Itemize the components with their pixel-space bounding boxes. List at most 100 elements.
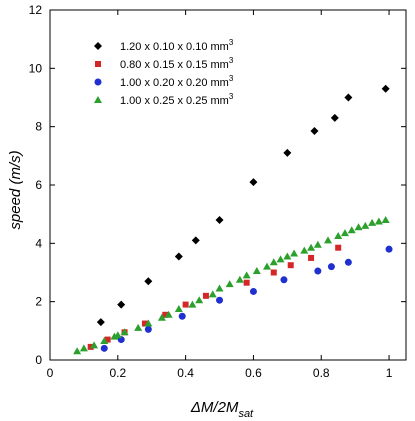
legend-marker (95, 61, 101, 67)
data-point (90, 341, 99, 349)
data-point (354, 223, 363, 231)
series-1 (96, 84, 390, 327)
data-point (144, 277, 153, 286)
data-point (182, 301, 189, 308)
data-point (334, 232, 343, 240)
data-point (347, 226, 356, 234)
data-point (215, 284, 224, 292)
x-tick-label: 0.6 (245, 366, 262, 380)
data-point (385, 245, 393, 253)
data-point (314, 267, 322, 275)
data-point (340, 229, 349, 237)
data-point (344, 258, 352, 266)
data-point (283, 252, 292, 260)
data-point (269, 258, 278, 266)
data-point (330, 113, 339, 122)
y-axis-label: speed (m/s) (7, 150, 24, 229)
data-point (327, 263, 335, 271)
data-point (225, 280, 234, 288)
data-point (300, 246, 309, 254)
data-point (287, 262, 294, 269)
y-tick-label: 2 (35, 295, 42, 309)
data-point (335, 244, 342, 251)
data-point (96, 318, 105, 327)
y-tick-label: 12 (29, 3, 43, 17)
data-point (87, 343, 94, 350)
data-point (188, 300, 197, 308)
data-point (157, 313, 166, 321)
data-point (313, 240, 322, 248)
series-3 (100, 245, 393, 352)
data-point (249, 178, 258, 187)
x-tick-label: 0 (47, 366, 54, 380)
data-point (144, 319, 153, 327)
data-point (174, 304, 183, 312)
legend-label: 0.80 x 0.15 x 0.15 mm3 (120, 56, 234, 71)
data-point (141, 320, 148, 327)
data-point (235, 275, 244, 283)
data-points (73, 84, 393, 355)
data-point (381, 84, 390, 93)
data-point (243, 279, 250, 286)
data-point (324, 236, 333, 244)
data-point (344, 93, 353, 102)
legend: 1.20 x 0.10 x 0.10 mm3 0.80 x 0.15 x 0.15… (94, 38, 234, 107)
data-point (308, 254, 315, 261)
data-point (100, 337, 109, 345)
data-point (104, 336, 111, 343)
y-tick-label: 0 (35, 353, 42, 367)
data-point (79, 344, 88, 352)
x-axis-label-subscript: sat (238, 408, 254, 420)
data-point (276, 255, 285, 263)
data-point (208, 290, 217, 298)
x-tick-label: 0.4 (177, 366, 194, 380)
x-tick-label: 0.8 (313, 366, 330, 380)
data-point (310, 127, 319, 136)
data-point (216, 296, 224, 304)
legend-marker (94, 78, 102, 86)
data-point (164, 310, 173, 318)
data-point (191, 236, 200, 245)
data-point (100, 344, 108, 352)
legend-label: 1.20 x 0.10 x 0.10 mm3 (120, 38, 234, 53)
legend-label: 1.00 x 0.20 x 0.20 mm3 (120, 74, 234, 89)
data-point (202, 292, 209, 299)
data-point (195, 296, 204, 304)
data-point (117, 300, 126, 309)
x-tick-label: 1 (386, 366, 393, 380)
data-point (374, 217, 383, 225)
data-point (242, 271, 251, 279)
x-axis-label-main: ΔM/2M (190, 399, 239, 416)
data-point (144, 325, 152, 333)
data-point (381, 216, 390, 223)
x-axis-label: ΔM/2Msat (190, 399, 254, 420)
data-point (270, 269, 277, 276)
data-point (283, 148, 292, 157)
data-point (262, 262, 271, 270)
y-tick-label: 10 (29, 61, 43, 75)
data-point (249, 287, 257, 295)
data-point (307, 243, 316, 251)
legend-label: 1.00 x 0.25 x 0.25 mm3 (120, 92, 234, 107)
data-point (113, 331, 122, 339)
data-point (252, 267, 261, 275)
data-point (162, 311, 169, 318)
legend-marker (94, 42, 102, 50)
data-point (368, 218, 377, 226)
y-tick-label: 4 (35, 236, 42, 250)
data-point (361, 221, 370, 229)
data-point (134, 323, 143, 331)
x-tick-label: 0.2 (109, 366, 126, 380)
data-point (280, 276, 288, 284)
data-point (73, 347, 82, 355)
legend-marker (94, 96, 102, 103)
series-2 (87, 244, 342, 350)
data-point (178, 312, 186, 320)
y-tick-label: 6 (35, 178, 42, 192)
data-point (215, 216, 224, 224)
series-4 (73, 216, 390, 355)
y-tick-label: 8 (35, 120, 42, 134)
data-point (120, 328, 129, 336)
